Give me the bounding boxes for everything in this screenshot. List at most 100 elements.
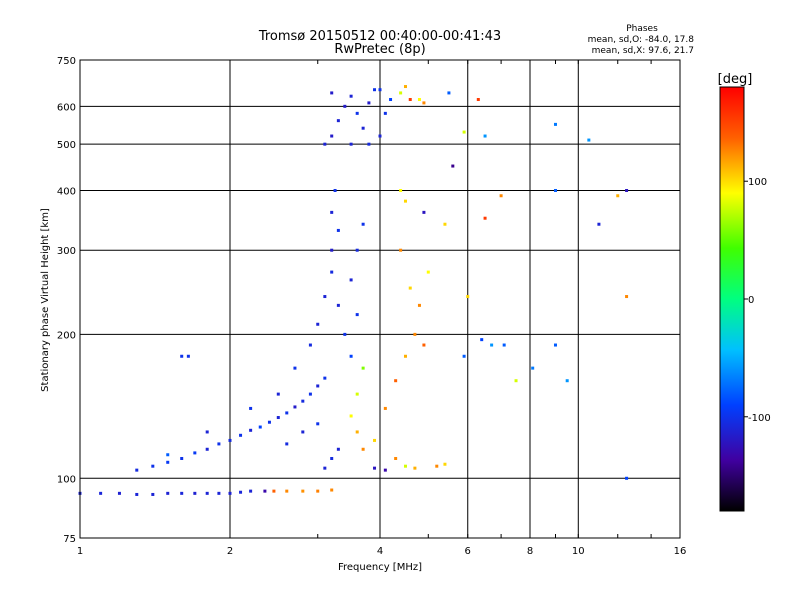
- data-point: [408, 286, 412, 290]
- data-point: [336, 119, 340, 123]
- chart-title: Tromsø 20150512 00:40:00-00:41:43: [258, 29, 501, 44]
- data-point: [426, 270, 430, 274]
- data-point: [422, 210, 426, 214]
- data-point: [383, 406, 387, 410]
- grid-lines: [80, 60, 680, 538]
- data-point: [301, 430, 305, 434]
- data-point: [408, 98, 412, 102]
- data-point: [323, 466, 327, 470]
- data-point: [228, 491, 232, 495]
- data-point: [330, 134, 334, 138]
- data-point: [151, 492, 155, 496]
- y-tick-label: 500: [57, 140, 76, 151]
- x-tick-label: 1: [77, 546, 83, 557]
- data-point: [316, 489, 320, 493]
- data-point: [343, 332, 347, 336]
- data-point: [180, 354, 184, 358]
- data-point: [186, 354, 190, 358]
- x-tick-label: 6: [465, 546, 471, 557]
- data-point: [330, 91, 334, 95]
- data-point: [349, 278, 353, 282]
- colorbar: [719, 86, 745, 512]
- data-point: [135, 492, 139, 496]
- x-tick-label: 16: [674, 546, 687, 557]
- data-point: [483, 216, 487, 220]
- x-tick-label: 10: [572, 546, 585, 557]
- data-point: [399, 248, 403, 252]
- data-point: [330, 456, 334, 460]
- data-point: [166, 453, 170, 457]
- data-point: [217, 442, 221, 446]
- data-point: [249, 428, 253, 432]
- colorbar-tick-label: 0: [748, 295, 754, 306]
- data-point: [394, 379, 398, 383]
- data-point: [293, 405, 297, 409]
- y-tick-label: 100: [57, 474, 76, 485]
- data-point: [349, 142, 353, 146]
- data-point: [625, 476, 629, 480]
- data-point: [249, 489, 253, 493]
- legend-title: Phases: [626, 24, 658, 34]
- data-point: [336, 447, 340, 451]
- data-point: [435, 464, 439, 468]
- data-point: [361, 447, 365, 451]
- data-point: [399, 188, 403, 192]
- data-point: [466, 295, 470, 299]
- data-point: [323, 142, 327, 146]
- data-point: [205, 491, 209, 495]
- data-point: [403, 199, 407, 203]
- data-point: [249, 406, 253, 410]
- data-point: [239, 490, 243, 494]
- data-point: [355, 392, 359, 396]
- data-point: [205, 430, 209, 434]
- data-point: [413, 332, 417, 336]
- data-point: [483, 134, 487, 138]
- colorbar-ticks: 100 0 -100: [744, 177, 771, 424]
- data-point: [323, 295, 327, 299]
- data-point: [343, 104, 347, 108]
- data-point: [330, 248, 334, 252]
- data-point: [361, 126, 365, 130]
- data-point: [462, 354, 466, 358]
- data-point: [166, 491, 170, 495]
- data-point: [480, 338, 484, 342]
- x-axis-label: Frequency [MHz]: [338, 562, 422, 573]
- y-axis-ticks: 75 100 200 300 400 500 600 750: [57, 56, 76, 545]
- data-point: [349, 94, 353, 98]
- data-point: [502, 343, 506, 347]
- data-point: [316, 322, 320, 326]
- data-point: [367, 101, 371, 105]
- legend-line-o: mean, sd,O: -84.0, 17.8: [588, 35, 695, 45]
- data-point: [330, 210, 334, 214]
- data-point: [383, 468, 387, 472]
- data-point: [383, 111, 387, 115]
- data-point: [355, 248, 359, 252]
- data-point: [403, 354, 407, 358]
- data-point: [373, 88, 377, 92]
- data-point: [151, 464, 155, 468]
- data-point: [514, 379, 518, 383]
- colorbar-tick-label: -100: [748, 413, 771, 424]
- y-tick-label: 300: [57, 246, 76, 257]
- data-point: [258, 425, 262, 429]
- data-point: [625, 295, 629, 299]
- x-tick-label: 8: [527, 546, 533, 557]
- data-point: [394, 456, 398, 460]
- data-point: [293, 366, 297, 370]
- data-point: [316, 384, 320, 388]
- x-tick-label: 2: [227, 546, 233, 557]
- data-point: [378, 134, 382, 138]
- data-points: [78, 85, 629, 496]
- data-point: [587, 138, 591, 142]
- data-point: [217, 491, 221, 495]
- data-point: [349, 354, 353, 358]
- x-axis-ticks: 1 2 4 6 8 10 16: [77, 60, 687, 557]
- data-point: [355, 313, 359, 317]
- data-point: [531, 366, 535, 370]
- y-tick-label: 200: [57, 330, 76, 341]
- data-point: [490, 343, 494, 347]
- data-point: [205, 447, 209, 451]
- data-point: [422, 101, 426, 105]
- data-point: [373, 466, 377, 470]
